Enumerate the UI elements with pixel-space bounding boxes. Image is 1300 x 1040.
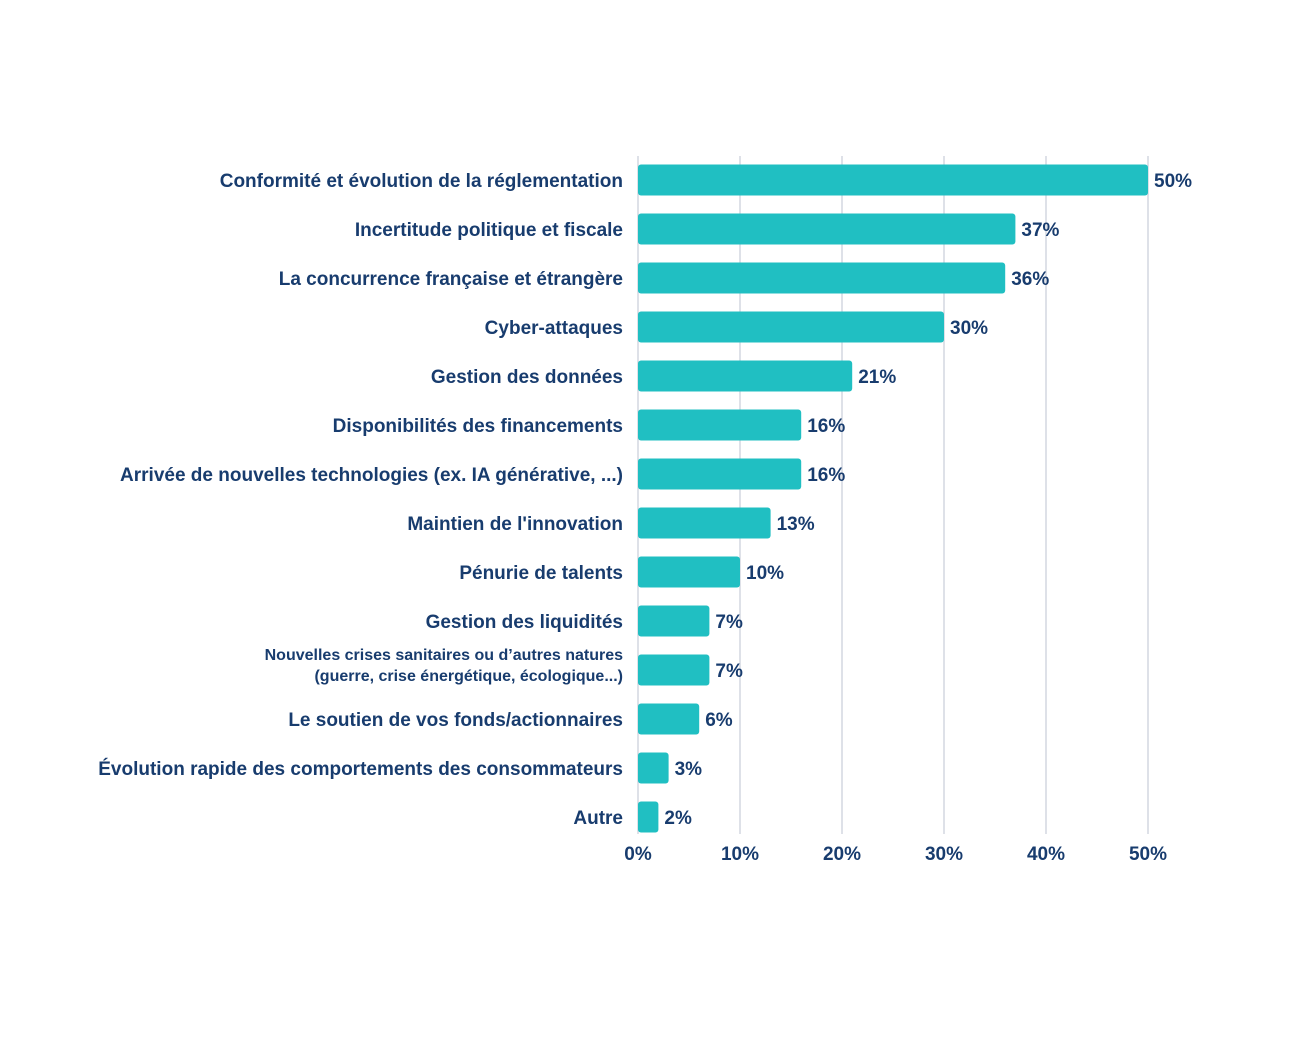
bar bbox=[638, 311, 944, 343]
category-label: Évolution rapide des comportements des c… bbox=[98, 758, 623, 780]
x-tick-label: 10% bbox=[721, 844, 759, 865]
value-label: 7% bbox=[715, 661, 743, 682]
bar bbox=[638, 409, 802, 441]
category-label: Incertitude politique et fiscale bbox=[355, 220, 623, 241]
category-label: Maintien de l'innovation bbox=[407, 514, 623, 535]
category-label: Gestion des données bbox=[431, 367, 623, 388]
bar bbox=[638, 262, 1006, 294]
bar bbox=[638, 654, 710, 686]
category-label: Disponibilités des financements bbox=[333, 416, 623, 437]
gridlines bbox=[637, 156, 1149, 834]
x-tick-label: 50% bbox=[1129, 844, 1167, 865]
value-label: 37% bbox=[1021, 220, 1059, 241]
bar bbox=[638, 507, 771, 539]
x-tick-label: 30% bbox=[925, 844, 963, 865]
category-label: Conformité et évolution de la réglementa… bbox=[220, 171, 623, 192]
value-labels: 50% 37% 36% 30% 21% 16% 16% 13% 10% 7% 7% 6% 3% 2% bbox=[664, 171, 1192, 829]
category-label: Nouvelles crises sanitaires ou d’autres … bbox=[265, 647, 623, 685]
bar bbox=[638, 703, 700, 735]
bar bbox=[638, 801, 659, 833]
bar bbox=[638, 360, 853, 392]
x-tick-label: 0% bbox=[624, 844, 652, 865]
value-label: 16% bbox=[807, 416, 845, 437]
category-label: Le soutien de vos fonds/actionnaires bbox=[288, 710, 623, 731]
value-label: 30% bbox=[950, 318, 988, 339]
category-label: Cyber-attaques bbox=[485, 318, 623, 339]
bars bbox=[638, 164, 1148, 833]
category-labels: Conformité et évolution de la réglementa… bbox=[98, 171, 623, 829]
value-label: 13% bbox=[777, 514, 815, 535]
x-tick-label: 40% bbox=[1027, 844, 1065, 865]
bar bbox=[638, 164, 1148, 196]
bar bbox=[638, 752, 669, 784]
value-label: 6% bbox=[705, 710, 733, 731]
category-label: Pénurie de talents bbox=[459, 563, 623, 584]
value-label: 36% bbox=[1011, 269, 1049, 290]
category-label: La concurrence française et étrangère bbox=[279, 269, 623, 290]
bar bbox=[638, 556, 740, 588]
x-tick-label: 20% bbox=[823, 844, 861, 865]
value-label: 2% bbox=[664, 808, 692, 829]
value-label: 10% bbox=[746, 563, 784, 584]
bar bbox=[638, 605, 710, 637]
value-label: 50% bbox=[1154, 171, 1192, 192]
value-label: 21% bbox=[858, 367, 896, 388]
bar bbox=[638, 213, 1016, 245]
value-label: 16% bbox=[807, 465, 845, 486]
bar bbox=[638, 458, 802, 490]
category-label: Gestion des liquidités bbox=[426, 612, 623, 633]
value-label: 7% bbox=[715, 612, 743, 633]
x-axis-ticks: 0% 10% 20% 30% 40% 50% bbox=[624, 844, 1167, 865]
value-label: 3% bbox=[675, 759, 703, 780]
category-label: Arrivée de nouvelles technologies (ex. I… bbox=[120, 465, 623, 486]
category-label: Autre bbox=[573, 808, 623, 829]
